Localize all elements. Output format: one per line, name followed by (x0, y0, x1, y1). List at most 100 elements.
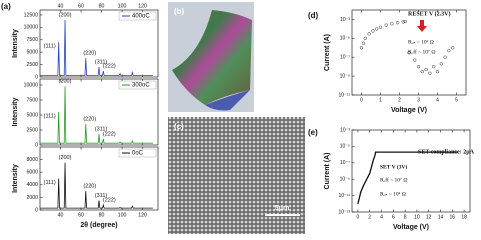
data-point (363, 36, 367, 40)
peak-label: (220) (83, 116, 96, 122)
y-tick-label: 10⁻⁵ (340, 144, 350, 150)
data-point (435, 69, 440, 74)
peak-label: (111) (44, 180, 56, 186)
y-tick-label: 10⁻⁹ (340, 177, 350, 183)
x-tick-label: 60 (78, 212, 84, 218)
panel-label: (e) (308, 128, 318, 137)
y-tick-label: 0 (35, 142, 38, 148)
y-tick-label: 10⁻¹³ (338, 209, 350, 215)
data-point (424, 67, 428, 72)
y-tick-label: 5000 (26, 50, 38, 56)
arrow (417, 20, 427, 32)
peak-label: (220) (83, 184, 96, 190)
data-point (371, 29, 375, 33)
data-point (447, 48, 451, 53)
annotation: Rₒₙ ~ 10² Ω (408, 39, 434, 45)
x-tick-label: 100 (118, 3, 127, 9)
x-tick-label: 60 (78, 3, 84, 9)
y-tick-label: 2000 (26, 195, 38, 201)
data-point (375, 27, 379, 31)
annotation: SET compliance: 2μA (418, 149, 475, 155)
data-point (420, 69, 424, 74)
y-tick-label: 8000 (26, 157, 38, 163)
y-tick-label: 10⁻³ (340, 17, 350, 23)
x-tick-label: 2 (398, 97, 401, 103)
legend-label: 300oC (132, 83, 150, 89)
x-tick-label: 10 (414, 214, 420, 220)
y-tick-label: 5000 (26, 112, 38, 118)
peak-label: (200) (59, 155, 72, 161)
y-tick-label: 2500 (26, 127, 38, 133)
peak-label: (222) (103, 131, 116, 137)
scale-bar-label: 5μm (275, 205, 289, 212)
peak-label: (311) (95, 60, 108, 66)
series-line (40, 86, 153, 144)
peak-label: (111) (44, 44, 56, 50)
y-tick-label: 10⁻¹¹ (338, 92, 350, 98)
x-tick-label: 0 (360, 97, 363, 103)
peak-label: (200) (59, 12, 72, 18)
x-tick-label: 6 (392, 214, 395, 220)
plot-frame (351, 129, 471, 213)
y-tick-label: 10⁻³ (340, 127, 350, 133)
plot-frame (39, 78, 159, 146)
y-tick-label: 10⁻⁵ (340, 36, 350, 42)
x-tick-label: 14 (438, 214, 444, 220)
panel-label: (b) (174, 7, 185, 16)
data-point (403, 19, 407, 24)
x-tick-label: 80 (99, 3, 105, 9)
y-tick-label: 7500 (26, 37, 38, 43)
y-tick-label: 10⁻¹¹ (338, 193, 350, 199)
y-axis-label: Current (A) (324, 153, 331, 190)
plot-frame (351, 9, 467, 96)
annotation: Rₒff ~ 10⁷ Ω (380, 176, 407, 183)
data-point (432, 65, 436, 69)
legend-box (118, 80, 157, 90)
peak-label: (311) (95, 127, 108, 133)
y-axis-label: Current (A) (324, 34, 331, 71)
x-tick-label: 18 (461, 214, 467, 220)
x-tick-label: 5 (455, 97, 458, 103)
data-point (395, 21, 400, 25)
peak-label: (220) (83, 51, 96, 57)
series-line (357, 151, 459, 204)
x-tick-label: 8 (404, 214, 407, 220)
peak-label: (222) (103, 197, 116, 203)
panel-label: (d) (308, 11, 319, 20)
y-tick-label: 10⁻⁷ (340, 160, 350, 166)
y-tick-label: 4000 (26, 182, 38, 188)
x-tick-label: 4 (436, 97, 439, 103)
legend-label: 0oC (132, 151, 144, 157)
series-line (40, 162, 153, 209)
y-tick-label: 10000 (24, 25, 39, 31)
x-tick-label: 0 (357, 214, 360, 220)
x-tick-label: 120 (138, 3, 147, 9)
x-tick-label: 1 (379, 97, 382, 103)
x-tick-label: 4 (380, 214, 383, 220)
x-tick-label: 100 (118, 212, 127, 218)
y-tick-label: 10000 (24, 82, 39, 88)
peak-label: (200) (59, 79, 72, 85)
data-point (428, 71, 432, 75)
photo-film (168, 2, 254, 112)
peak-label: (311) (95, 193, 108, 199)
data-point (401, 20, 405, 24)
legend-label: 400oC (132, 14, 150, 20)
y-tick-label: 10⁻⁷ (340, 55, 350, 61)
y-tick-label: 7500 (26, 97, 38, 103)
data-point (390, 22, 394, 26)
y-tick-label: 0 (35, 207, 38, 213)
x-tick-label: 40 (58, 3, 64, 9)
data-point (359, 46, 364, 50)
plot-frame (39, 9, 159, 78)
annotation: SET V (3V) (380, 163, 407, 170)
x-axis-label: 2θ (degree) (80, 222, 117, 229)
x-axis-label: Voltage (V) (391, 107, 427, 114)
y-tick-label: 12500 (24, 12, 39, 18)
photo-sem (168, 117, 305, 234)
x-tick-label: 40 (58, 212, 64, 218)
panel-label: (c) (174, 122, 184, 131)
series-line (40, 19, 153, 76)
annotation: Rₒff ~ 10⁷ Ω (408, 48, 435, 55)
data-point (361, 41, 366, 45)
